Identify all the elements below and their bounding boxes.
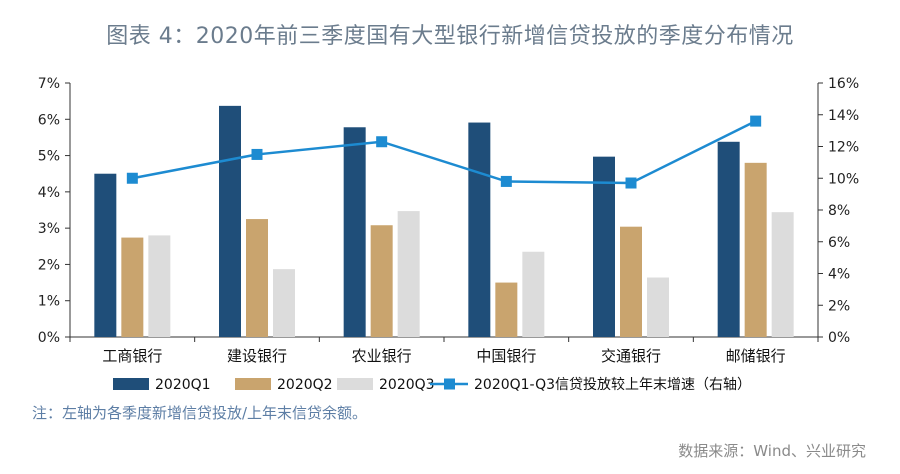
bar-2020q3 [771, 212, 794, 337]
right-axis-tick-label: 4% [828, 267, 850, 283]
x-axis-category-label: 交通银行 [601, 347, 661, 365]
bar-2020q2 [495, 282, 518, 337]
legend-swatch [337, 378, 373, 390]
x-axis-category-label: 建设银行 [227, 347, 287, 365]
legend-marker [444, 378, 455, 390]
bar-2020q2 [121, 237, 144, 337]
growth-rate-line [132, 119, 757, 185]
bar-2020q3 [273, 269, 295, 337]
left-axis-tick-label: 7% [38, 76, 60, 92]
legend-swatch [113, 378, 149, 390]
left-axis-tick-label: 5% [38, 149, 60, 165]
bar-2020q3 [522, 251, 545, 337]
bar-2020q2 [620, 226, 642, 337]
bar-2020q3 [647, 277, 669, 337]
bar-2020q2 [246, 219, 268, 337]
bar-2020q2 [370, 225, 393, 337]
growth-rate-marker [376, 136, 388, 148]
right-axis-tick-label: 16% [828, 76, 859, 92]
x-axis-category-label: 农业银行 [352, 347, 412, 365]
bar-2020q1 [593, 156, 615, 337]
x-axis-category-label: 工商银行 [102, 347, 162, 365]
left-axis-tick-label: 3% [38, 221, 60, 237]
legend-label: 2020Q3 [379, 377, 435, 393]
bar-2020q3 [148, 235, 171, 337]
bar-2020q1 [717, 141, 740, 337]
x-axis-category-label: 邮储银行 [726, 347, 786, 365]
bar-2020q1 [219, 105, 241, 337]
bar-2020q2 [744, 162, 767, 337]
right-axis-tick-label: 6% [828, 235, 850, 251]
right-axis-tick-label: 0% [828, 330, 850, 346]
growth-rate-marker [500, 175, 512, 187]
legend-label: 2020Q1-Q3信贷投放较上年末增速（右轴） [474, 377, 751, 393]
left-axis-tick-label: 2% [38, 257, 60, 273]
bar-2020q1 [468, 122, 491, 338]
growth-rate-marker [251, 148, 263, 160]
left-axis-tick-label: 1% [38, 294, 60, 310]
right-axis-tick-label: 12% [828, 140, 859, 156]
bar-2020q1 [343, 127, 366, 337]
growth-rate-marker [750, 115, 762, 127]
legend-label: 2020Q2 [277, 377, 333, 393]
legend-label: 2020Q1 [155, 377, 211, 393]
right-axis-tick-label: 2% [828, 298, 850, 314]
growth-rate-marker [126, 172, 138, 184]
left-axis-tick-label: 6% [38, 112, 60, 128]
chart-title: 图表 4：2020年前三季度国有大型银行新增信贷投放的季度分布情况 [106, 24, 794, 49]
growth-rate-marker [625, 177, 637, 189]
right-axis-tick-label: 8% [828, 203, 850, 219]
x-axis-category-label: 中国银行 [476, 347, 536, 365]
right-axis-tick-label: 14% [828, 108, 859, 124]
left-axis-tick-label: 0% [38, 330, 60, 346]
right-axis-tick-label: 10% [828, 171, 859, 187]
data-source: 数据来源：Wind、兴业研究 [678, 442, 866, 460]
left-axis-tick-label: 4% [38, 185, 60, 201]
bar-2020q3 [397, 211, 420, 337]
bar-2020q1 [94, 173, 117, 337]
chart-note: 注：左轴为各季度新增信贷投放/上年末信贷余额。 [32, 404, 368, 422]
legend-swatch [235, 378, 271, 390]
